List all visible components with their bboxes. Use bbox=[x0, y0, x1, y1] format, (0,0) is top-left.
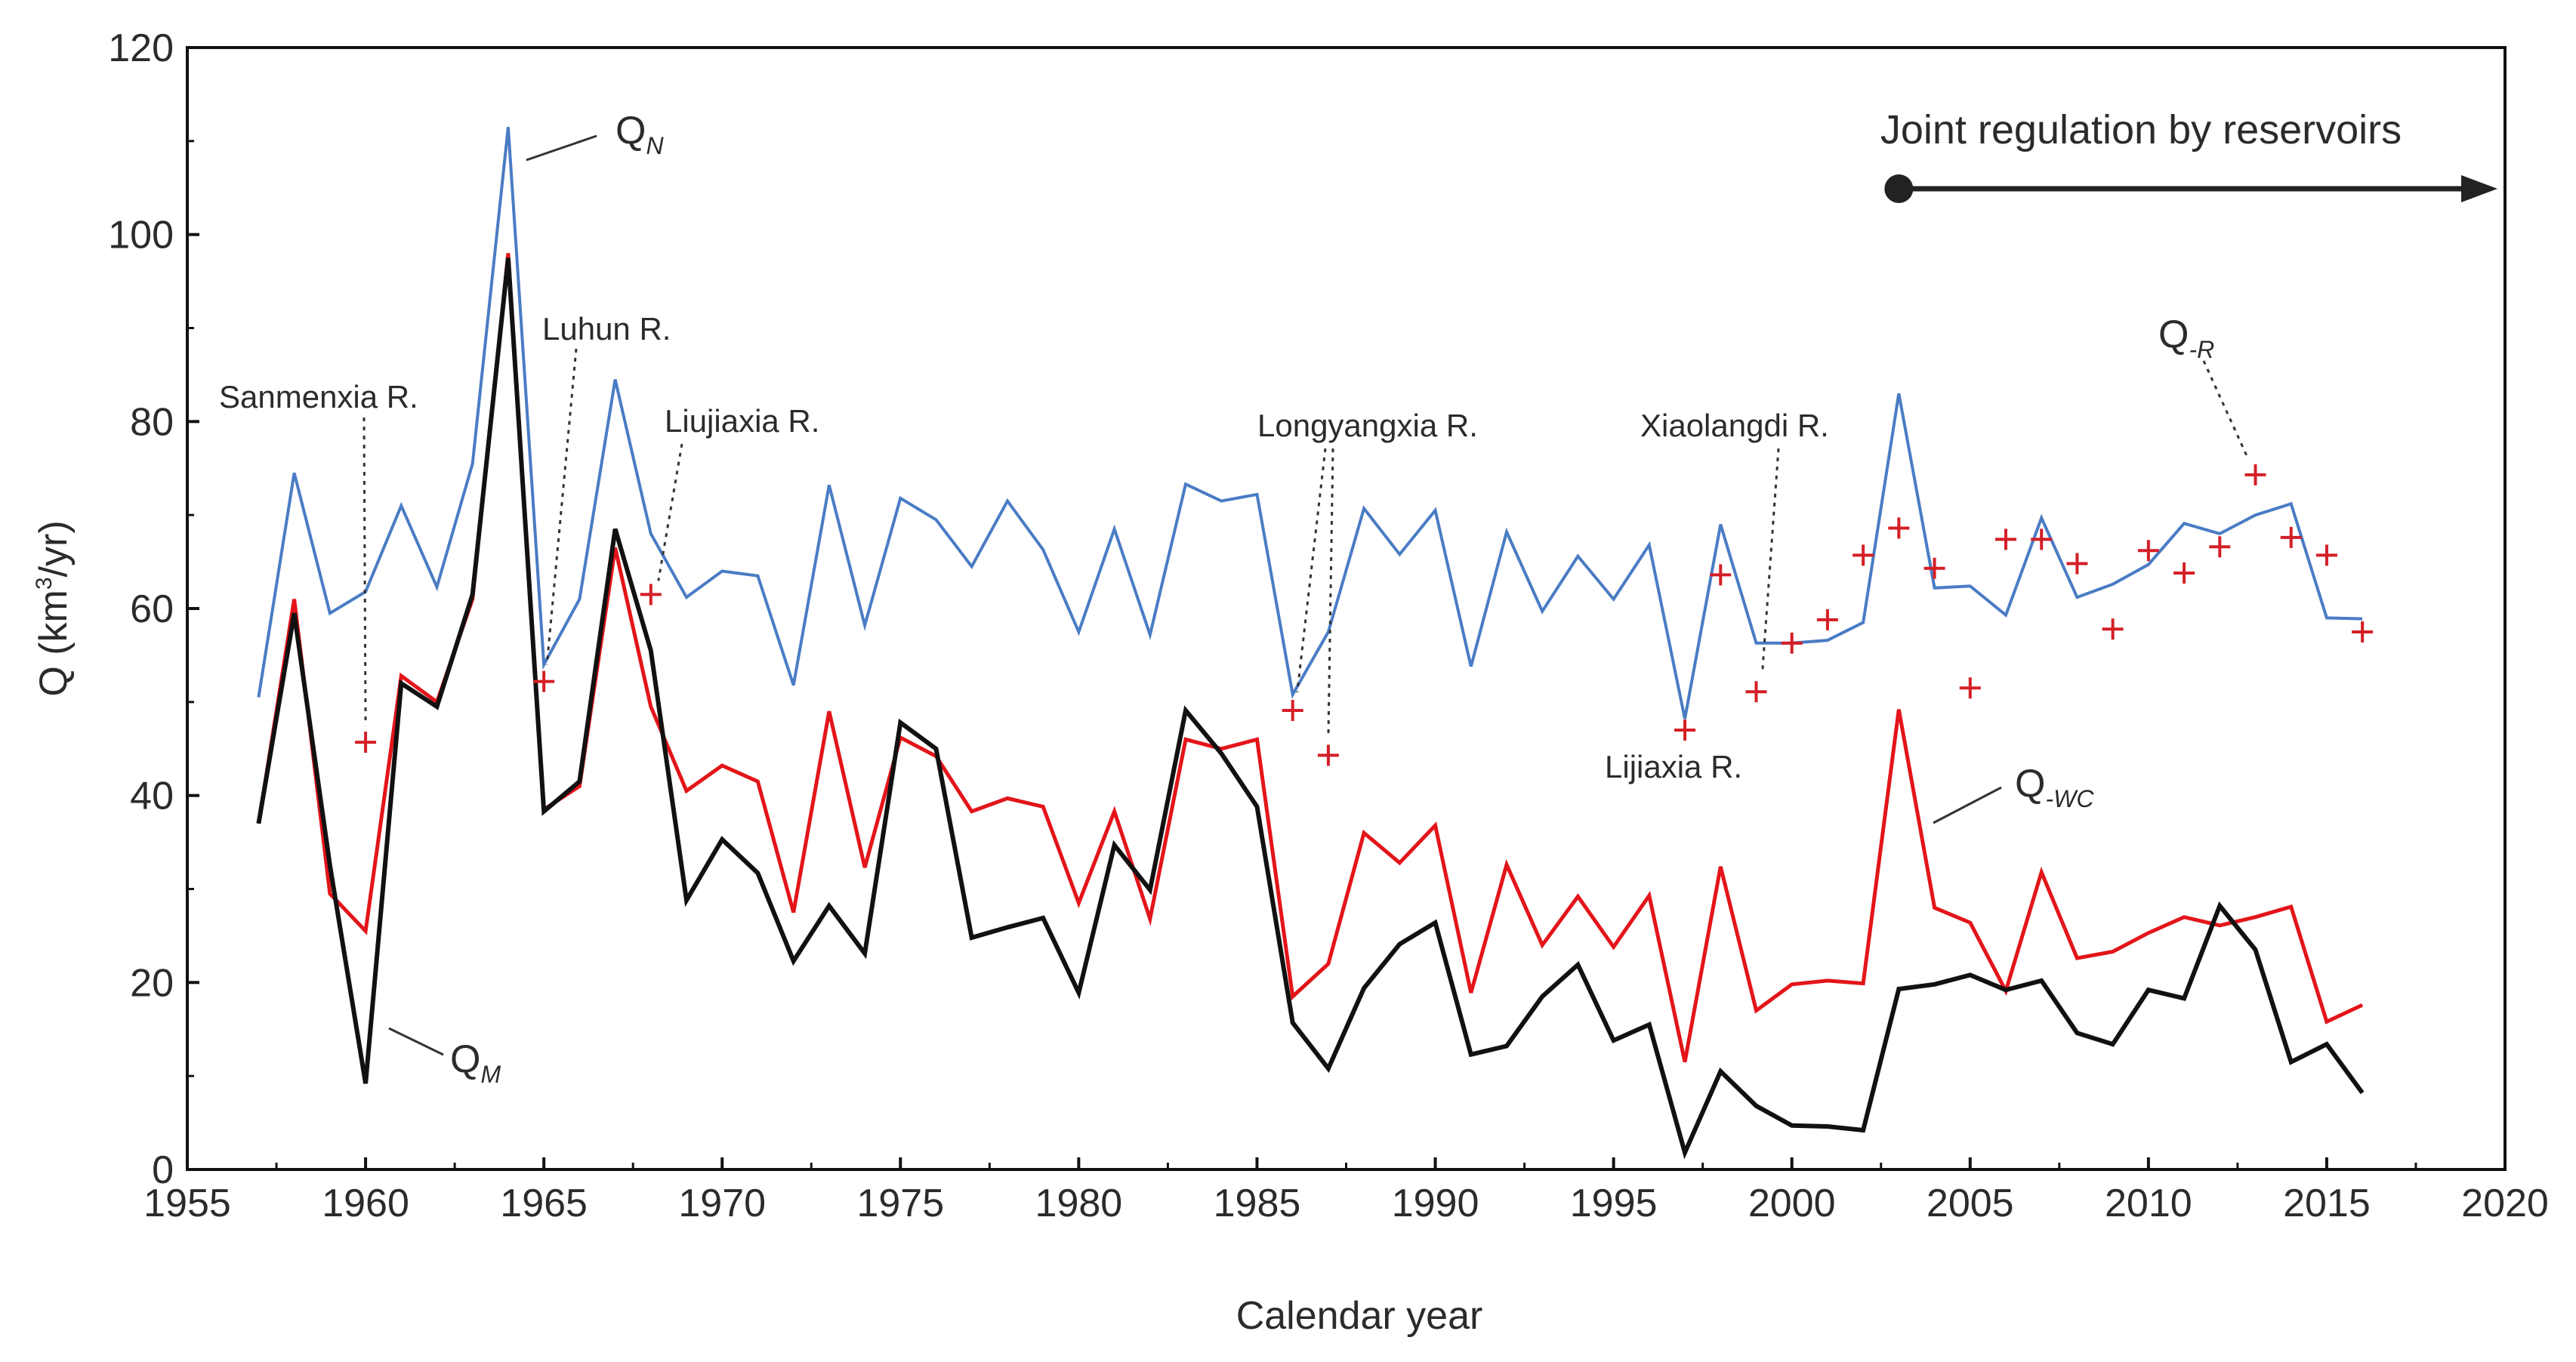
leader-qwc bbox=[1933, 786, 2002, 824]
series-line-qn bbox=[257, 127, 2363, 720]
qr-marker bbox=[2031, 528, 2053, 550]
qr-marker bbox=[1994, 528, 2016, 550]
qr-marker bbox=[533, 670, 555, 692]
axis-ticks: 1955 1960 1965 1970 1975 1980 1985 1990 1995 2000… bbox=[108, 26, 2549, 1225]
leader-qr bbox=[2202, 360, 2249, 459]
joint-regulation-label: Joint regulation by reservoirs bbox=[1880, 107, 2402, 153]
x-tick-label: 1995 bbox=[1570, 1182, 1658, 1225]
qr-marker bbox=[1816, 609, 1838, 630]
x-tick-label: 1960 bbox=[322, 1182, 409, 1225]
qr-marker bbox=[355, 732, 377, 753]
x-tick-label: 1955 bbox=[143, 1182, 231, 1225]
x-tick-label: 1980 bbox=[1035, 1182, 1123, 1225]
qr-marker bbox=[1853, 544, 1874, 566]
y-tick-label: 40 bbox=[130, 775, 174, 818]
series-lines bbox=[256, 127, 2365, 1160]
reservoir-label-xiaolangdi: Xiaolangdi R. bbox=[1640, 408, 1829, 443]
y-tick-label: 0 bbox=[152, 1148, 174, 1192]
qr-marker bbox=[2315, 544, 2337, 566]
joint-regulation-arrow bbox=[1884, 174, 2497, 203]
qr-marker bbox=[1888, 517, 1910, 539]
x-tick-label: 1975 bbox=[856, 1182, 944, 1225]
series-line-qm bbox=[256, 257, 2365, 1160]
x-tick-label: 1990 bbox=[1392, 1182, 1479, 1225]
qr-markers bbox=[355, 464, 2374, 766]
qr-marker bbox=[1317, 744, 1339, 766]
qr-marker bbox=[2209, 536, 2231, 558]
series-label-qn: QN bbox=[615, 109, 664, 159]
qr-marker bbox=[2173, 562, 2195, 584]
series-line-qwc bbox=[256, 253, 2364, 1063]
qr-marker bbox=[2352, 621, 2374, 642]
y-axis-title: Q (km3/yr) bbox=[32, 520, 76, 696]
leader-liujiaxia bbox=[657, 443, 683, 581]
y-tick-label: 100 bbox=[108, 214, 174, 257]
qr-marker bbox=[1959, 677, 1981, 699]
leader-sanmenxia bbox=[362, 417, 367, 726]
y-tick-label: 120 bbox=[108, 26, 174, 70]
series-label-qm: QM bbox=[450, 1037, 501, 1088]
x-tick-label: 2000 bbox=[1748, 1182, 1836, 1225]
annotation-leaders bbox=[362, 134, 2249, 1056]
x-tick-label: 2005 bbox=[1927, 1182, 2014, 1225]
leader-luhun bbox=[545, 348, 578, 665]
leader-longyangxia-1987 bbox=[1327, 448, 1334, 738]
qr-marker bbox=[1745, 681, 1767, 703]
leader-longyangxia-1986 bbox=[1296, 448, 1327, 693]
leader-qm bbox=[388, 1027, 444, 1056]
qr-marker bbox=[2066, 553, 2088, 575]
x-tick-label: 2010 bbox=[2105, 1182, 2192, 1225]
qr-marker bbox=[1282, 699, 1303, 721]
x-tick-label: 1965 bbox=[500, 1182, 588, 1225]
reservoir-label-luhun: Luhun R. bbox=[542, 311, 671, 347]
qr-marker bbox=[1781, 632, 1803, 654]
reservoir-label-longyangxia: Longyangxia R. bbox=[1257, 408, 1478, 443]
series-label-qwc: Q-WC bbox=[2015, 762, 2094, 812]
qr-marker bbox=[2102, 618, 2124, 640]
reservoir-label-sanmenxia: Sanmenxia R. bbox=[219, 379, 418, 414]
x-tick-label: 2020 bbox=[2461, 1182, 2549, 1225]
y-tick-label: 60 bbox=[130, 587, 174, 631]
y-tick-label: 20 bbox=[130, 961, 174, 1005]
leader-qn bbox=[526, 134, 597, 162]
x-tick-label: 1985 bbox=[1214, 1182, 1301, 1225]
qr-marker bbox=[640, 584, 662, 606]
qr-marker bbox=[2137, 540, 2159, 562]
y-tick-label: 80 bbox=[130, 400, 174, 444]
reservoir-label-liujiaxia: Liujiaxia R. bbox=[665, 403, 819, 439]
leader-xiaolangdi bbox=[1760, 448, 1780, 674]
x-axis-title: Calendar year bbox=[1236, 1294, 1483, 1338]
qr-marker bbox=[2280, 526, 2302, 548]
qr-marker bbox=[2244, 464, 2266, 485]
x-tick-label: 2015 bbox=[2283, 1182, 2371, 1225]
qr-marker bbox=[1924, 557, 1945, 579]
qr-marker bbox=[1674, 719, 1696, 741]
series-label-qr: Q-R bbox=[2158, 313, 2214, 363]
x-tick-label: 1970 bbox=[678, 1182, 766, 1225]
plot-frame bbox=[186, 46, 2507, 1171]
reservoir-label-lijiaxia: Lijiaxia R. bbox=[1605, 749, 1742, 784]
qr-marker bbox=[1710, 564, 1732, 586]
